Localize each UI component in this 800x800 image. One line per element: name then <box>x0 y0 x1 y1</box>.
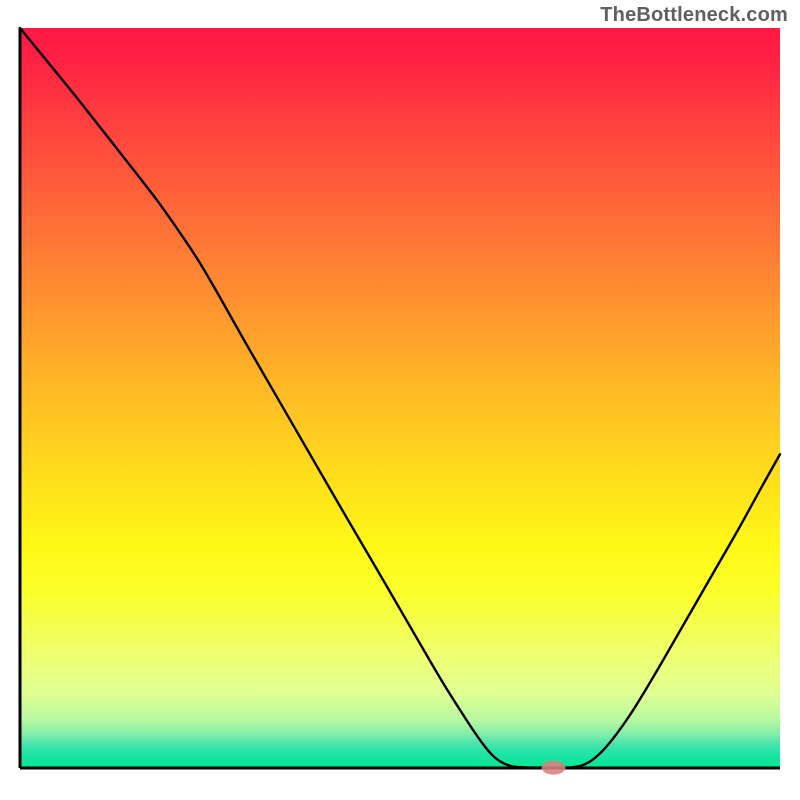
optimal-point-marker <box>542 761 566 775</box>
watermark-text: TheBottleneck.com <box>600 4 788 27</box>
bottleneck-curve-chart <box>0 0 800 800</box>
chart-container: TheBottleneck.com <box>0 0 800 800</box>
